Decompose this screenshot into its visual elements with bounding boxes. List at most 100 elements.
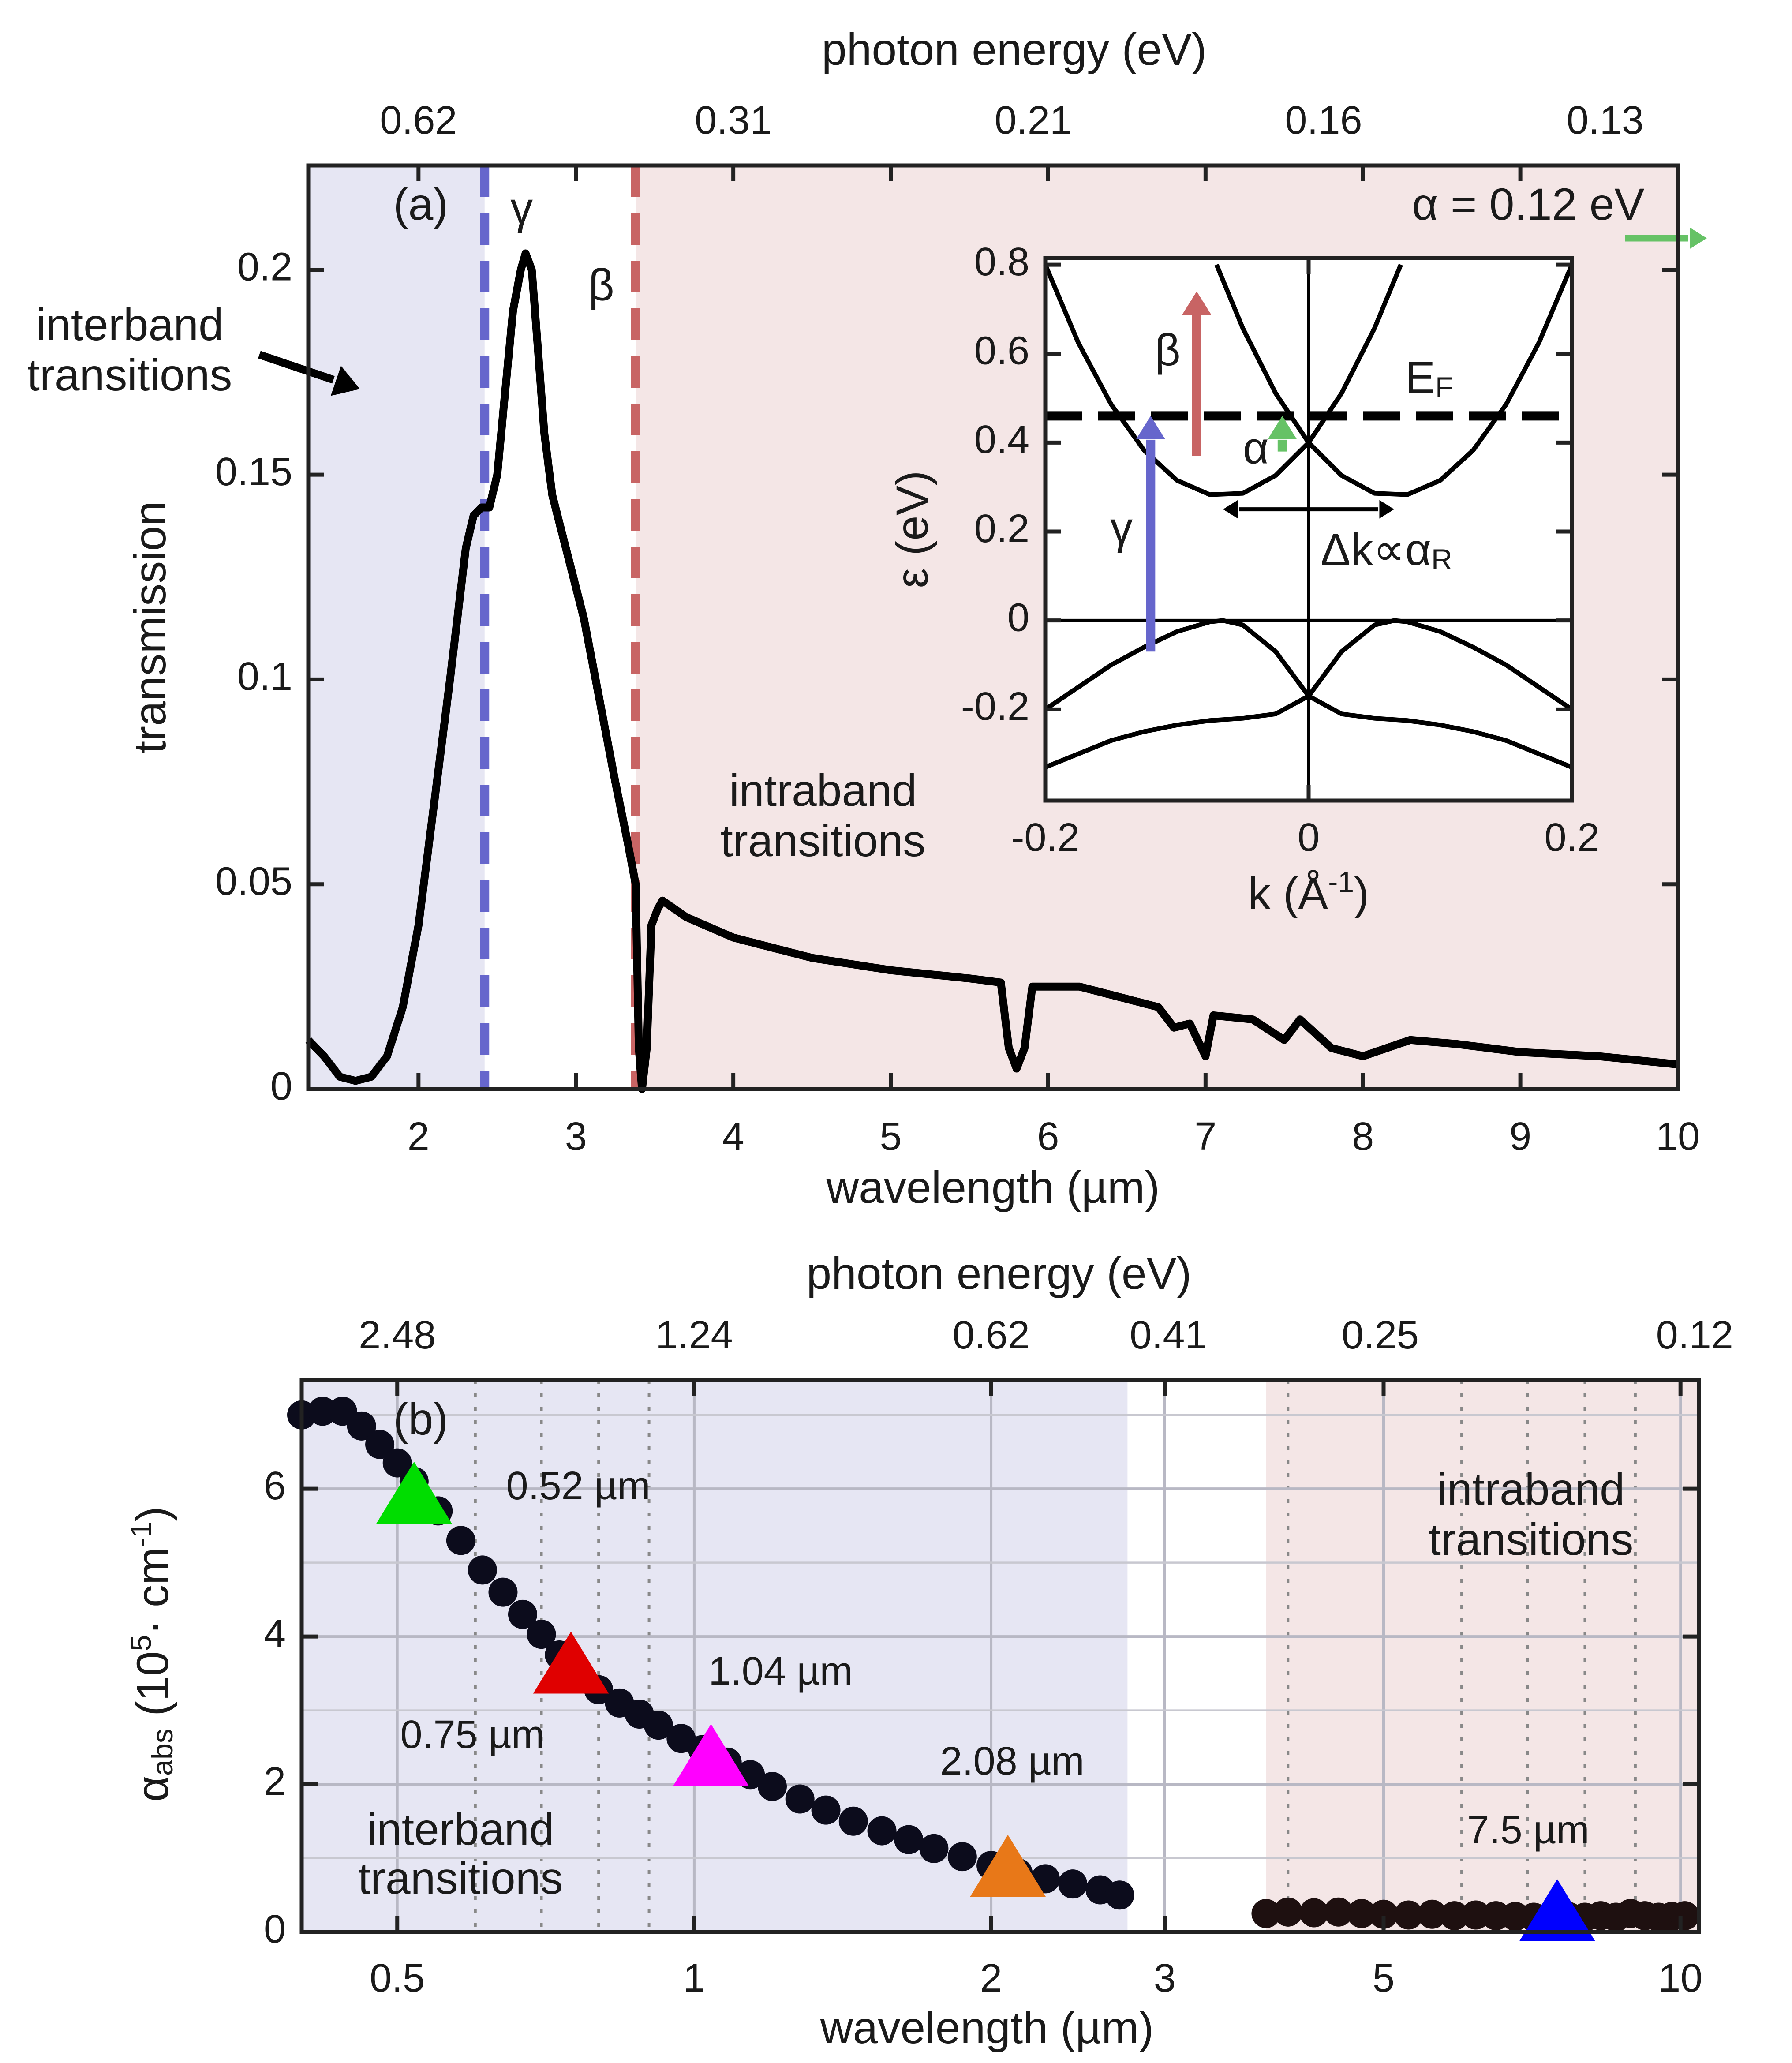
x-axis-label: wavelength (µm) xyxy=(820,2003,1154,2053)
x-tick-label: 4 xyxy=(722,1115,744,1159)
annotation: α = 0.12 eV xyxy=(1412,179,1645,229)
data-point xyxy=(666,1724,696,1753)
data-point xyxy=(867,1816,897,1846)
x2-tick-label: 0.41 xyxy=(1130,1313,1207,1357)
data-line xyxy=(1044,618,1573,770)
data-point xyxy=(365,1430,395,1459)
y-tick-label: 0.1 xyxy=(237,655,292,699)
data-point xyxy=(1324,1897,1353,1927)
data-point xyxy=(468,1555,497,1585)
annotation: interband xyxy=(36,300,223,350)
data-point xyxy=(1670,1901,1699,1931)
annotation: intraband xyxy=(729,765,917,816)
y-tick-label: 2 xyxy=(264,1760,286,1804)
delta-k-label-part: Δk∝α xyxy=(1321,524,1431,575)
data-line xyxy=(1043,263,1403,497)
data-line xyxy=(1044,618,1573,770)
y-axis-label-part: ) xyxy=(127,1506,178,1521)
annotation: transitions xyxy=(721,816,926,866)
data-point xyxy=(947,1842,977,1872)
y-axis-label: transmission xyxy=(125,501,175,754)
fermi-label-part: F xyxy=(1435,371,1453,404)
y-tick-label: 6 xyxy=(264,1464,286,1508)
x2-tick-label: 0.21 xyxy=(995,98,1072,142)
triangle-marker xyxy=(970,1835,1046,1897)
x2-tick-label: 0.62 xyxy=(953,1313,1030,1357)
plot-frame xyxy=(299,1378,1701,1934)
transition-label: α xyxy=(1243,423,1269,473)
data-point xyxy=(919,1834,949,1863)
marker-label: 0.52 µm xyxy=(506,1464,651,1508)
y-axis-label: ε (eV) xyxy=(887,471,937,588)
y-tick-label: 4 xyxy=(264,1612,286,1656)
x-tick-label: 0 xyxy=(1298,816,1320,860)
x2-tick-label: 0.25 xyxy=(1342,1313,1419,1357)
x-tick-label: 3 xyxy=(1154,1956,1176,2000)
x2-tick-label: 2.48 xyxy=(359,1313,436,1357)
y-tick-label: 0 xyxy=(270,1064,292,1108)
data-point xyxy=(1418,1899,1447,1929)
data-point xyxy=(1273,1897,1303,1927)
y-axis-label-part: (10 xyxy=(127,1651,178,1729)
x2-tick-label: 0.12 xyxy=(1656,1313,1733,1357)
x-axis-label-part: ) xyxy=(1354,869,1369,919)
data-point xyxy=(838,1806,868,1836)
x-axis-label-part: -1 xyxy=(1328,866,1354,899)
data-line xyxy=(1214,263,1574,497)
data-point xyxy=(1369,1899,1398,1929)
y-axis-label-part: 5 xyxy=(125,1635,157,1651)
y-axis-label-part: -1 xyxy=(125,1521,157,1547)
data-point xyxy=(757,1772,787,1801)
annotation: transitions xyxy=(358,1853,563,1903)
y-axis-label: αabs (105· cm-1) xyxy=(125,1506,179,1802)
data-point xyxy=(488,1577,518,1607)
y-tick-label: -0.2 xyxy=(961,685,1029,729)
data-point xyxy=(1058,1869,1088,1899)
triangle-marker xyxy=(376,1461,452,1524)
x-tick-label: 1 xyxy=(683,1956,705,2000)
annotation: interband xyxy=(367,1804,554,1854)
transition-label: γ xyxy=(1110,503,1133,553)
y-axis-label-part: abs xyxy=(146,1729,179,1776)
data-line xyxy=(305,249,1678,1093)
plot-frame xyxy=(306,163,1680,1091)
x-tick-label: 0.5 xyxy=(370,1956,425,2000)
data-point xyxy=(347,1411,376,1441)
delta-k-label-part: R xyxy=(1431,543,1452,576)
marker-label: γ xyxy=(510,183,533,233)
x2-axis-label: photon energy (eV) xyxy=(806,1248,1191,1299)
data-point xyxy=(1299,1898,1329,1928)
y-tick-label: 0.2 xyxy=(974,507,1029,551)
x-tick-label: 5 xyxy=(879,1115,902,1159)
y-tick-label: 0.05 xyxy=(215,859,292,903)
x-axis-label: k (Å-1) xyxy=(1248,866,1369,919)
x-tick-label: 3 xyxy=(565,1115,587,1159)
triangle-marker xyxy=(673,1724,749,1786)
data-point xyxy=(308,1397,337,1426)
transition-arrowhead xyxy=(1182,291,1212,315)
data-point xyxy=(1440,1901,1469,1931)
marker-label: β xyxy=(588,260,614,310)
delta-k-label: Δk∝αR xyxy=(1321,524,1452,576)
data-point xyxy=(1105,1880,1134,1910)
data-point xyxy=(811,1795,841,1825)
x-axis-label-part: k (Å xyxy=(1248,869,1328,919)
x-tick-label: 10 xyxy=(1658,1956,1702,2000)
x-tick-label: 7 xyxy=(1194,1115,1216,1159)
x-tick-label: 5 xyxy=(1373,1956,1395,2000)
delta-k-arrowhead xyxy=(1223,500,1238,519)
x-tick-label: 8 xyxy=(1352,1115,1374,1159)
x2-tick-label: 0.62 xyxy=(380,98,457,142)
data-point xyxy=(785,1784,815,1814)
panel-label: (b) xyxy=(393,1394,449,1444)
fermi-label: EF xyxy=(1405,352,1453,404)
data-point xyxy=(1251,1899,1281,1928)
x-tick-label: 2 xyxy=(408,1115,430,1159)
marker-label: 2.08 µm xyxy=(940,1739,1085,1783)
y-tick-label: 0.6 xyxy=(974,329,1029,373)
y-tick-label: 0 xyxy=(264,1907,286,1951)
annotation-arrow xyxy=(258,351,335,384)
triangle-marker xyxy=(533,1632,609,1694)
data-point xyxy=(643,1711,673,1740)
